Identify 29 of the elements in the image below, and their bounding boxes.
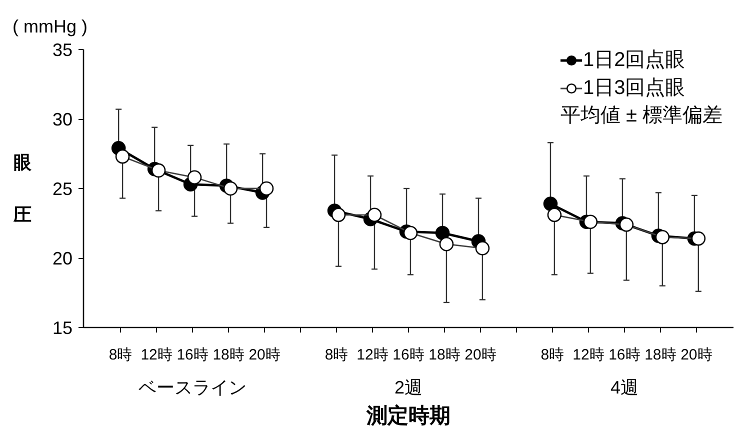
x-tick-label: 18時 bbox=[644, 346, 676, 364]
text: 眼圧 bbox=[13, 152, 32, 224]
x-tick-label: 12時 bbox=[572, 346, 604, 364]
x-tick-label: 8時 bbox=[324, 346, 348, 364]
text: ベースライン bbox=[138, 378, 247, 398]
legend-label: 1日3回点眼 bbox=[583, 76, 686, 101]
text: ( mmHg ) bbox=[12, 16, 88, 36]
x-tick-label: 12時 bbox=[140, 346, 172, 364]
x-tick-label: 8時 bbox=[540, 346, 564, 364]
x-tick-label: 18時 bbox=[212, 346, 244, 364]
y-tick-label: 20 bbox=[52, 248, 73, 268]
x-tick-label: 12時 bbox=[356, 346, 388, 364]
y-tick-label: 30 bbox=[52, 110, 73, 130]
x-tick-label: 20時 bbox=[680, 346, 712, 364]
y-tick-label: 25 bbox=[52, 179, 73, 199]
y-tick-label: 35 bbox=[52, 40, 73, 60]
x-tick-label: 16時 bbox=[176, 346, 208, 364]
text: 2週 bbox=[394, 378, 423, 398]
annotation: 平均値 ± 標準偏差 bbox=[560, 104, 723, 126]
x-tick-label: 20時 bbox=[464, 346, 496, 364]
text: 4週 bbox=[610, 378, 638, 398]
legend-label: 1日2回点眼 bbox=[583, 48, 686, 73]
y-tick-label: 15 bbox=[52, 318, 73, 338]
x-tick-label: 16時 bbox=[392, 346, 424, 364]
x-tick-label: 8時 bbox=[108, 346, 132, 364]
x-axis-title: 測定時期 bbox=[366, 404, 450, 428]
x-tick-label: 20時 bbox=[248, 346, 280, 364]
x-tick-label: 16時 bbox=[608, 346, 640, 364]
x-tick-label: 18時 bbox=[428, 346, 460, 364]
